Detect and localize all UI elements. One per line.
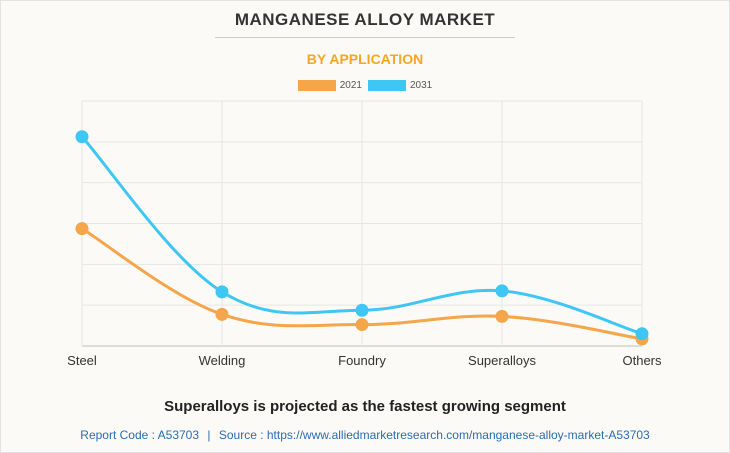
data-point-2031[interactable] [75, 130, 89, 144]
legend-item-2021[interactable]: 2021 [297, 80, 362, 91]
legend-item-2031[interactable]: 2031 [368, 80, 432, 91]
headline-caption: Superalloys is projected as the fastest … [164, 398, 566, 415]
data-point-2021[interactable] [495, 309, 509, 323]
data-point-2031[interactable] [495, 284, 509, 298]
data-point-2031[interactable] [215, 285, 229, 299]
report-code: Report Code : A53703 [80, 428, 200, 442]
x-tick-label: Steel [67, 353, 97, 368]
legend-swatch-2031 [368, 80, 406, 91]
x-tick-label: Others [622, 353, 662, 368]
legend-swatch-2021 [297, 80, 336, 91]
data-point-2021[interactable] [215, 307, 229, 321]
data-point-2021[interactable] [75, 222, 89, 236]
x-tick-label: Superalloys [468, 353, 536, 368]
x-tick-label: Foundry [338, 353, 386, 368]
legend: 2021 2031 [0, 80, 730, 91]
chart-title: MANGANESE ALLOY MARKET [234, 10, 496, 29]
x-tick-label: Welding [199, 353, 246, 368]
title-divider [215, 37, 515, 38]
data-point-2021[interactable] [355, 318, 369, 332]
chart-subtitle: BY APPLICATION [306, 51, 424, 67]
legend-label-2021: 2021 [339, 80, 362, 91]
footer-source: Report Code : A53703 | Source : https://… [0, 428, 730, 442]
legend-label-2031: 2031 [410, 80, 433, 91]
source-link[interactable]: Source : https://www.alliedmarketresearc… [218, 428, 650, 442]
footer-separator: | [207, 428, 211, 442]
data-point-2031[interactable] [635, 327, 649, 341]
data-point-2031[interactable] [355, 303, 369, 317]
